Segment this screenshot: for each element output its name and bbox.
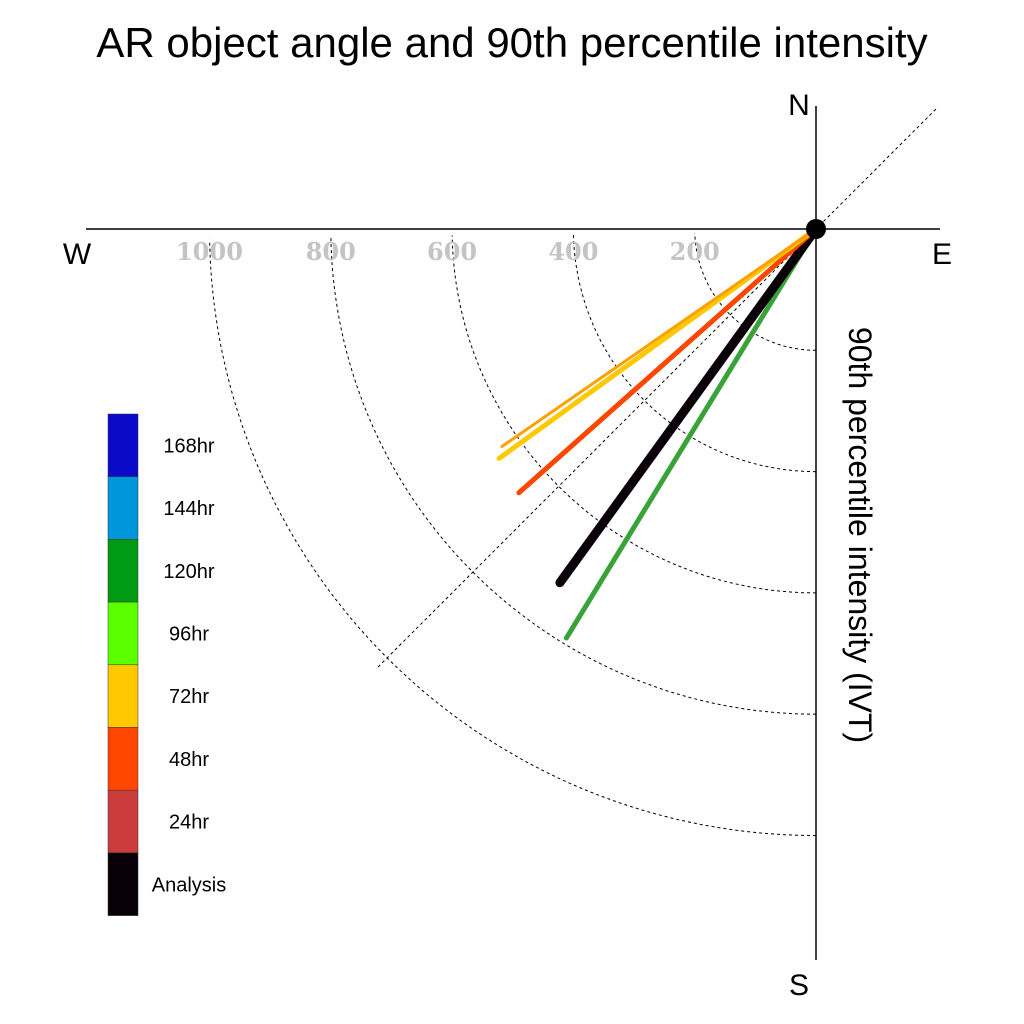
- radial-axis-label: 90th percentile intensity (IVT): [842, 327, 878, 743]
- compass-west: W: [63, 238, 92, 271]
- ring-label: 800: [306, 237, 356, 266]
- chart-title: AR object angle and 90th percentile inte…: [96, 19, 927, 66]
- legend-label: 144hr: [163, 498, 214, 520]
- legend-label: 24hr: [169, 812, 209, 834]
- legend-label: 168hr: [163, 435, 214, 457]
- legend-label: Analysis: [152, 874, 226, 896]
- compass-south: S: [789, 969, 809, 1002]
- intensity-ring: [572, 233, 816, 473]
- legend-swatch: [107, 413, 139, 477]
- intensity-ring: [330, 237, 817, 715]
- intensity-ring: [694, 233, 816, 351]
- legend-swatch: [107, 727, 139, 791]
- ring-labels: 200 400 600 800 1000: [176, 237, 720, 266]
- ring-label: 400: [548, 237, 598, 266]
- intensity-rings: [209, 233, 817, 836]
- legend-swatch: [107, 539, 139, 603]
- vector-120hr: [563, 226, 819, 641]
- ring-label: 1000: [176, 237, 243, 266]
- vector-48hr: [516, 226, 819, 496]
- legend-label: 48hr: [169, 749, 209, 771]
- ring-label: 600: [427, 237, 477, 266]
- legend-label: 120hr: [163, 561, 214, 583]
- legend-label: 72hr: [169, 686, 209, 708]
- legend-swatch: [107, 852, 139, 916]
- compass-north: N: [788, 89, 810, 122]
- legend-swatch: [107, 476, 139, 540]
- vector-analysis: [555, 224, 821, 588]
- legend-label: 96hr: [169, 624, 209, 646]
- vector-72hr: [500, 227, 818, 448]
- ring-label: 200: [670, 237, 720, 266]
- legend-swatch: [107, 789, 139, 854]
- legend: 168hr 144hr 120hr 96hr 72hr 48hr 24hr Analysis: [107, 413, 226, 916]
- legend-swatch: [107, 664, 139, 728]
- origin-marker: [806, 219, 826, 239]
- intensity-vectors: [496, 224, 821, 641]
- legend-swatch: [107, 601, 139, 666]
- intensity-ring: [209, 239, 817, 836]
- compass-east: E: [932, 238, 952, 271]
- intensity-ring: [451, 235, 817, 594]
